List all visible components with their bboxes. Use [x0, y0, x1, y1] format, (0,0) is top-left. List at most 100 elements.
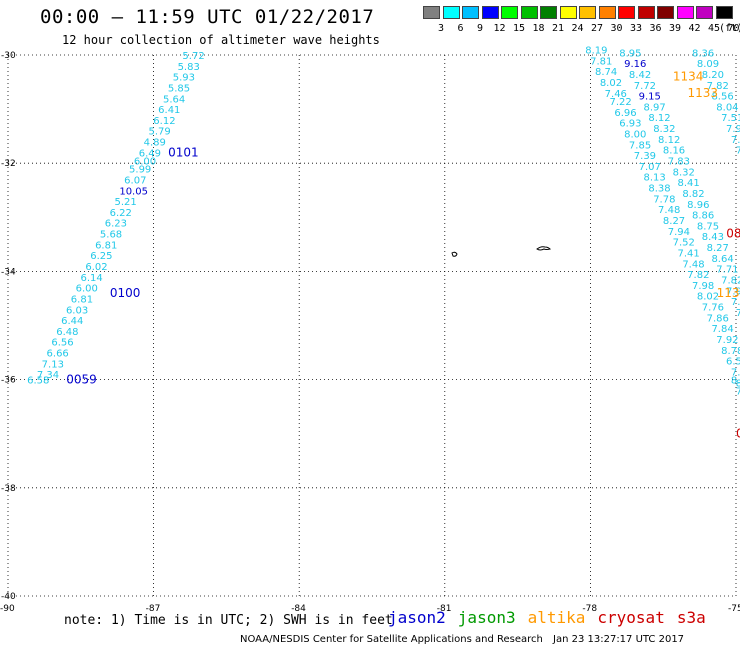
lon-tick-label: -78	[582, 604, 597, 614]
swh-value: 8.09	[697, 59, 719, 70]
lon-tick-label: -90	[0, 604, 15, 614]
swh-value: 8.04	[716, 102, 738, 113]
pass-time-label: 0101	[168, 145, 199, 159]
scale-label: 45	[707, 23, 721, 34]
swh-value: 8.02	[697, 292, 719, 303]
swh-value: 6.58	[27, 376, 49, 387]
swh-value: 6.56	[51, 338, 73, 349]
swh-value: 6.81	[95, 240, 117, 251]
scale-swatch-4	[501, 6, 518, 19]
scale-swatch-5	[520, 6, 538, 19]
swh-value: 5.79	[148, 127, 170, 138]
swh-value: 5.93	[173, 73, 195, 84]
swh-value: 6.00	[134, 156, 156, 167]
scale-label: 9	[476, 23, 484, 34]
lat-tick-label: -30	[1, 51, 16, 61]
swh-value: 7.34	[37, 370, 59, 381]
swh-value: 6.00	[76, 284, 98, 295]
swh-value: 8.97	[643, 102, 665, 113]
swh-value: 5.68	[100, 230, 122, 241]
swh-value: 7.98	[726, 286, 740, 297]
scale-label: 30	[610, 23, 623, 34]
swh-value: 8.16	[663, 146, 685, 157]
scale-swatch-7	[559, 6, 577, 19]
swh-value: 6.59	[726, 357, 740, 368]
legend-altika: altika	[527, 608, 586, 627]
swh-value: 8.43	[731, 376, 740, 387]
swh-value: 6.93	[619, 119, 641, 130]
lon-tick-label: -84	[291, 604, 306, 614]
scale-label: 21	[551, 23, 565, 34]
swh-value: 8.78	[721, 346, 740, 357]
scale-swatch-3	[481, 6, 499, 19]
swh-value: 8.64	[711, 254, 733, 265]
scale-swatch-10	[618, 6, 635, 19]
swh-value: 7.72	[634, 81, 656, 92]
swh-value: 8.36	[692, 48, 714, 59]
swh-value: 6.22	[110, 208, 132, 219]
swh-value: 6.49	[139, 148, 161, 159]
swh-value: 6.81	[71, 294, 93, 305]
swh-value: 8.19	[585, 46, 607, 57]
swh-value: 8.74	[595, 67, 617, 78]
swh-value: 8.96	[687, 200, 709, 211]
scale-swatch-12	[657, 6, 674, 19]
swh-value: 7.71	[716, 265, 738, 276]
swh-value: 5.64	[163, 94, 185, 105]
legend-cryosat: cryosat	[597, 608, 665, 627]
swh-value: 7.86	[731, 297, 740, 308]
scale-label: 42	[688, 23, 701, 34]
lat-tick-label: -36	[1, 376, 16, 386]
scale-swatch-1	[442, 6, 460, 19]
swh-value: 7.51	[721, 113, 740, 124]
swh-value: 7.41	[677, 248, 699, 259]
swh-value: 6.41	[158, 105, 180, 116]
swh-value: 7.86	[707, 313, 729, 324]
pass-time-label: 1133	[717, 286, 740, 300]
swh-value: 8.41	[677, 178, 699, 189]
swh-value: 7.76	[702, 303, 724, 314]
swh-value: 8.00	[624, 129, 646, 140]
axis-labels: -30 -32 -34 -36 -38 -40 -90 -87 -84 -81 -78 -75	[0, 51, 740, 614]
scale-swatch-9	[598, 6, 616, 19]
map-subtitle: 12 hour collection of altimeter wave hei…	[62, 33, 380, 47]
swh-value: 6.14	[81, 273, 103, 284]
swh-value: 6.03	[66, 305, 88, 316]
swh-value: 7.82	[721, 276, 740, 287]
swh-value: 7.92	[716, 335, 738, 346]
swh-value: 8.27	[663, 216, 685, 227]
swh-value: 7.76	[736, 386, 740, 397]
swh-value: 7.48	[682, 259, 704, 270]
swh-value: 8.27	[707, 243, 729, 254]
swh-value: 7.62	[736, 146, 740, 157]
island-outlines	[451, 246, 551, 257]
swh-value: 7.48	[658, 205, 680, 216]
swh-value: 5.21	[114, 197, 136, 208]
swh-value: 7.39	[634, 151, 656, 162]
swh-value: 8.43	[702, 232, 724, 243]
scale-label: 27	[590, 23, 604, 34]
satellite-legend: jason2 jason3 altika cryosat s3a	[388, 608, 718, 627]
swh-value: 7.04	[731, 135, 740, 146]
pass-time-label: 1133	[687, 86, 718, 100]
scale-swatch-14	[696, 6, 713, 19]
swh-value: 8.53	[736, 378, 740, 389]
swh-value: 8.38	[648, 184, 670, 195]
swh-value: 5.85	[168, 83, 190, 94]
pass-time-label: 0059	[66, 373, 97, 387]
swh-value: 6.44	[61, 316, 83, 327]
lat-tick-label: -32	[1, 159, 16, 169]
pass-time-label: 0815	[726, 227, 740, 241]
swh-value: 8.42	[629, 70, 651, 81]
swh-value: 7.84	[711, 324, 733, 335]
swh-value: 6.48	[56, 327, 78, 338]
swh-value: 7.94	[668, 227, 690, 238]
swh-value: 8.20	[702, 70, 724, 81]
swh-value: 7.98	[692, 281, 714, 292]
generated-timestamp: Jan 23 13:27:17 UTC 2017	[553, 634, 685, 645]
swh-value: 10.05	[119, 186, 148, 197]
pass-time-label: 0100	[110, 286, 141, 300]
map-title: 00:00 – 11:59 UTC 01/22/2017	[40, 6, 375, 28]
lon-tick-label: -81	[437, 604, 452, 614]
swh-value: 9.16	[624, 59, 646, 70]
